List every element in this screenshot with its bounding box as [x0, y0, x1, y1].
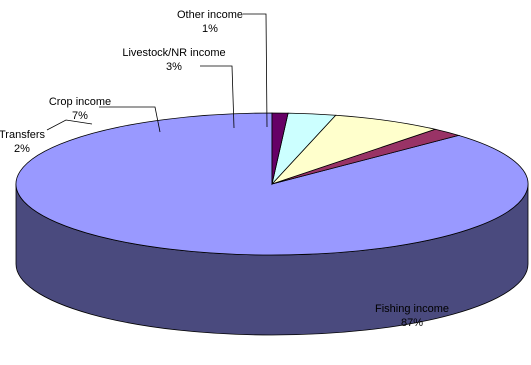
slice-labels: Fishing income 87% Transfers 2% Crop income 7…	[0, 9, 449, 329]
leader-line-1	[46, 119, 93, 131]
slice-label-name-4: Other income	[177, 9, 243, 21]
slice-label-value-1: 2%	[14, 143, 30, 155]
leader-line-2	[99, 106, 161, 133]
slice-label-name-1: Transfers	[0, 129, 46, 141]
pie-slice-4	[271, 112, 289, 185]
slice-label-name-3: Livestock/NR income	[122, 47, 225, 59]
slice-label-value-2: 7%	[72, 110, 88, 122]
pie-slice-2	[271, 114, 437, 185]
slice-label-name-2: Crop income	[49, 96, 111, 108]
slice-label-name-0: Fishing income	[375, 303, 449, 315]
leader-lines	[46, 13, 268, 133]
slice-label-value-3: 3%	[166, 61, 182, 73]
pie-tops	[15, 112, 529, 256]
leader-line-4	[243, 13, 268, 128]
slice-label-value-4: 1%	[202, 23, 218, 35]
leader-line-3	[200, 65, 235, 129]
slice-label-value-0: 87%	[401, 317, 423, 329]
